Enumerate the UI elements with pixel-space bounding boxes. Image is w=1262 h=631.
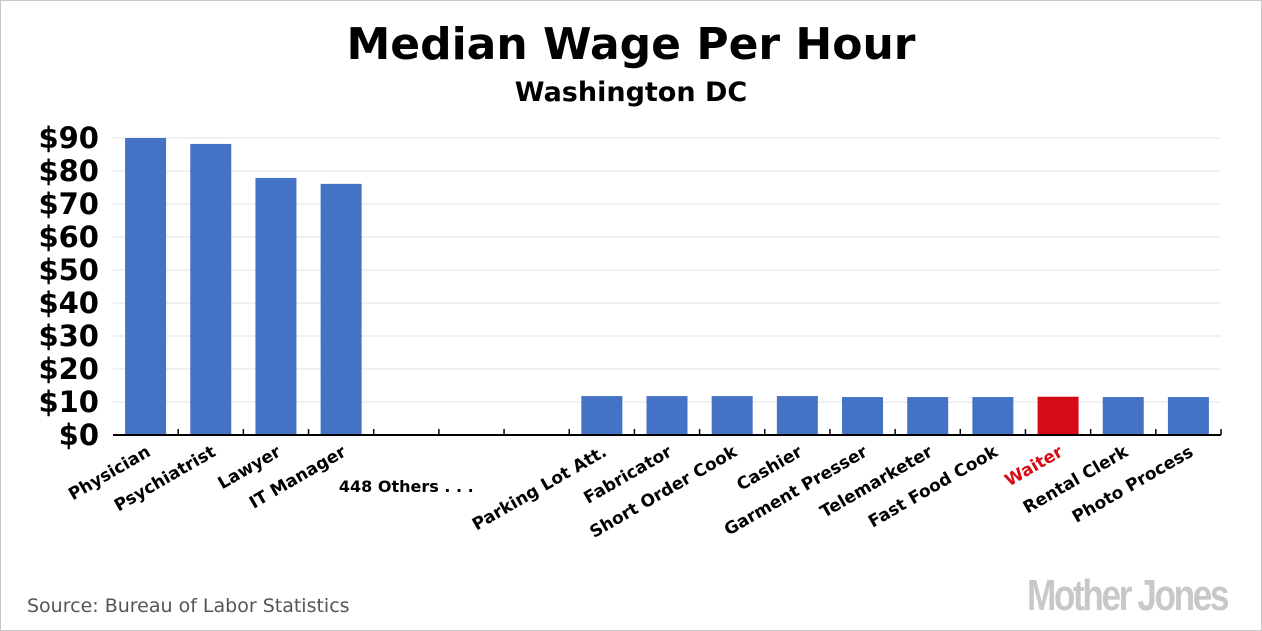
gap-label: 448 Others . . . [339, 477, 474, 496]
bar [711, 396, 753, 435]
y-tick-label: $70 [38, 187, 99, 221]
y-tick-label: $10 [38, 385, 99, 419]
bar [1102, 397, 1144, 435]
bar [842, 397, 884, 435]
bar [190, 143, 232, 435]
y-tick-label: $40 [38, 286, 99, 320]
bar [907, 397, 949, 435]
y-tick-label: $0 [59, 418, 99, 452]
bar [972, 397, 1014, 435]
chart-title: Median Wage Per Hour [346, 19, 916, 70]
mother-jones-logo: Mother Jones [1026, 571, 1229, 620]
source-note: Source: Bureau of Labor Statistics [27, 595, 350, 617]
y-tick-label: $50 [38, 253, 99, 287]
bar [1167, 397, 1209, 435]
y-tick-label: $90 [38, 121, 99, 155]
chart-subtitle: Washington DC [514, 77, 748, 108]
y-tick-label: $80 [38, 154, 99, 188]
y-tick-label: $60 [38, 220, 99, 254]
x-tick-label: Photo Process [1069, 442, 1197, 527]
bar [1037, 396, 1079, 435]
y-tick-label: $20 [38, 352, 99, 386]
bar [776, 396, 818, 435]
bar [255, 177, 297, 435]
bar [320, 183, 362, 435]
bar [581, 396, 623, 435]
bar [646, 396, 688, 435]
y-tick-label: $30 [38, 319, 99, 353]
bar [125, 138, 167, 435]
